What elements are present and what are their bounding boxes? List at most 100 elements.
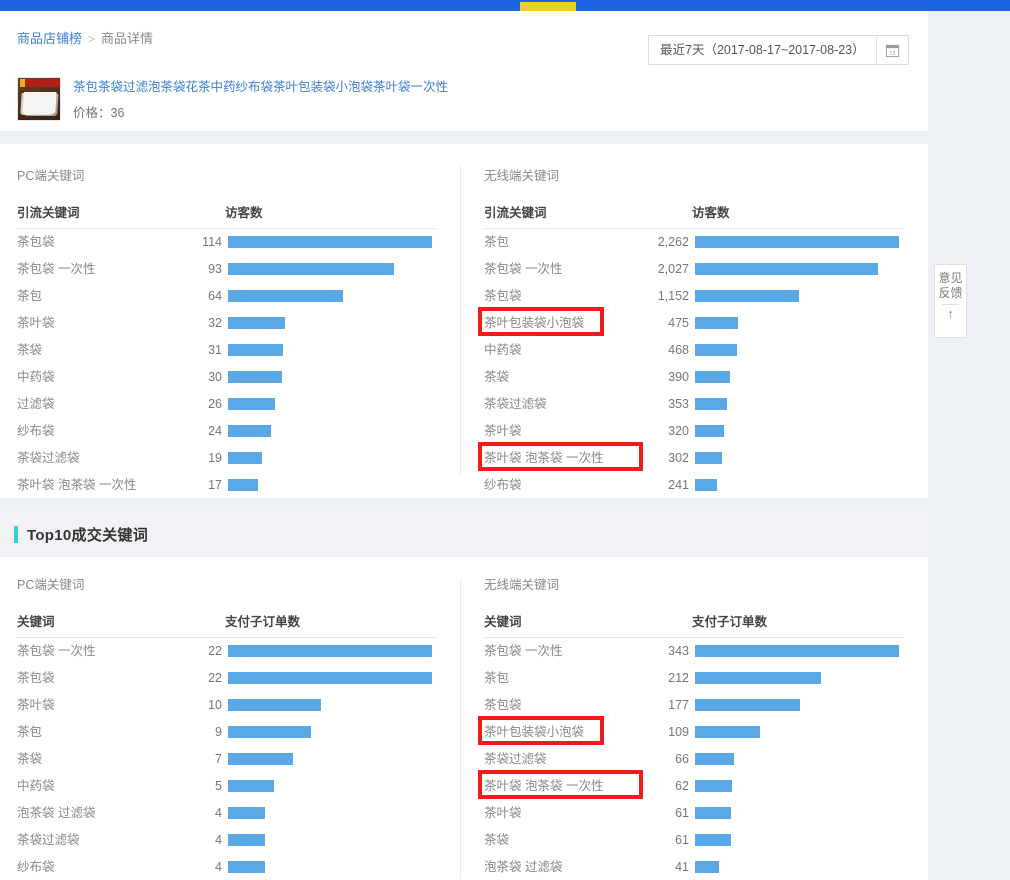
wireless-traffic-keywords-column: 无线端关键词 引流关键词 访客数 茶包 2,262 茶包袋 一次性 2,027 茶包袋 1…: [478, 168, 904, 499]
bar-track: [228, 236, 432, 248]
column-caption: PC端关键词: [17, 578, 85, 592]
value-bar: [228, 807, 266, 819]
value-bar: [695, 807, 732, 819]
bar-track: [228, 371, 432, 383]
keyword-value: 22: [208, 644, 222, 658]
header-metric: 访客数: [225, 206, 263, 220]
keyword-row[interactable]: 纱布袋 241: [484, 472, 904, 499]
bar-track: [695, 807, 899, 819]
keyword-row[interactable]: 茶包袋 114: [17, 229, 437, 256]
keyword-row[interactable]: 茶袋 31: [17, 337, 437, 364]
keyword-row[interactable]: 中药袋 30: [17, 364, 437, 391]
keyword-row[interactable]: 茶叶袋 10: [17, 692, 437, 719]
feedback-label-line2: 反馈: [938, 286, 963, 300]
value-bar: [228, 452, 262, 464]
traffic-keywords-panel: PC端关键词 引流关键词 访客数 茶包袋 114 茶包袋 一次性 93 茶包 64 茶叶袋 3…: [0, 144, 928, 498]
keyword-label: 茶包: [17, 725, 43, 739]
keyword-row[interactable]: 茶包 2,262: [484, 229, 904, 256]
bar-track: [228, 780, 432, 792]
keyword-row[interactable]: 茶叶袋 61: [484, 800, 904, 827]
keyword-value: 19: [208, 451, 222, 465]
keyword-row[interactable]: 茶包 212: [484, 665, 904, 692]
column-caption: 无线端关键词: [484, 578, 560, 592]
keyword-row[interactable]: 茶包 9: [17, 719, 437, 746]
bar-track: [695, 371, 899, 383]
keyword-row[interactable]: 中药袋 5: [17, 773, 437, 800]
keyword-row[interactable]: 茶包袋 一次性 22: [17, 638, 437, 665]
keyword-row[interactable]: 茶包袋 1,152: [484, 283, 904, 310]
header-metric: 支付子订单数: [692, 615, 768, 629]
keyword-label: 茶叶袋: [484, 806, 522, 820]
value-bar: [228, 672, 432, 684]
keyword-row[interactable]: 茶包袋 一次性 343: [484, 638, 904, 665]
keyword-value: 475: [668, 316, 689, 330]
bar-track: [228, 290, 432, 302]
highlight-box: [478, 442, 643, 471]
bar-track: [695, 699, 899, 711]
bar-track: [228, 726, 432, 738]
keyword-row[interactable]: 茶叶袋 320: [484, 418, 904, 445]
product-title-link[interactable]: 茶包茶袋过滤泡茶袋花茶中药纱布袋茶叶包装袋小泡袋茶叶袋一次性: [73, 80, 449, 94]
keyword-row[interactable]: 茶包袋 177: [484, 692, 904, 719]
keyword-row[interactable]: 茶袋过滤袋 353: [484, 391, 904, 418]
keyword-row[interactable]: 茶袋 7: [17, 746, 437, 773]
keyword-row[interactable]: 茶袋过滤袋 4: [17, 827, 437, 854]
keyword-row[interactable]: 中药袋 468: [484, 337, 904, 364]
bar-track: [695, 753, 899, 765]
section-accent-bar: [14, 525, 18, 543]
keyword-row[interactable]: 茶包袋 一次性 93: [17, 256, 437, 283]
arrow-up-icon[interactable]: ↑: [942, 304, 959, 320]
value-bar: [228, 263, 395, 275]
date-range-picker[interactable]: 最近7天（2017-08-17~2017-08-23） 15: [648, 35, 909, 65]
keyword-value: 66: [675, 752, 689, 766]
bar-track: [695, 726, 899, 738]
value-bar: [695, 344, 738, 356]
feedback-widget[interactable]: 意见 反馈 ↑: [934, 264, 967, 338]
value-bar: [695, 834, 732, 846]
keyword-row[interactable]: 茶包 64: [17, 283, 437, 310]
keyword-row[interactable]: 茶叶袋 32: [17, 310, 437, 337]
keyword-row[interactable]: 茶叶袋 泡茶袋 一次性 302: [478, 442, 904, 472]
table-header: 引流关键词 访客数: [17, 202, 437, 229]
keyword-row[interactable]: 茶叶包装袋小泡袋 109: [478, 716, 904, 746]
keyword-value: 353: [668, 397, 689, 411]
highlight-box: [478, 307, 604, 336]
keyword-row[interactable]: 泡茶袋 过滤袋 41: [484, 854, 904, 880]
bar-track: [695, 263, 899, 275]
keyword-row[interactable]: 茶叶袋 泡茶袋 一次性 17: [17, 472, 437, 499]
keyword-row[interactable]: 泡茶袋 过滤袋 4: [17, 800, 437, 827]
keyword-row[interactable]: 茶袋 61: [484, 827, 904, 854]
keyword-value: 4: [215, 860, 222, 874]
keyword-row[interactable]: 茶袋过滤袋 66: [484, 746, 904, 773]
value-bar: [695, 861, 720, 873]
keyword-value: 109: [668, 725, 689, 739]
keyword-value: 93: [208, 262, 222, 276]
keyword-label: 茶包袋: [484, 289, 522, 303]
keyword-row[interactable]: 茶袋 390: [484, 364, 904, 391]
calendar-button[interactable]: 15: [875, 36, 908, 64]
breadcrumb-parent-link[interactable]: 商品店铺榜: [17, 31, 83, 46]
value-bar: [228, 726, 312, 738]
value-bar: [228, 861, 266, 873]
keyword-value: 41: [675, 860, 689, 874]
top10-section-title-bar: Top10成交关键词: [0, 511, 928, 557]
bar-track: [228, 398, 432, 410]
keyword-row[interactable]: 茶包袋 22: [17, 665, 437, 692]
product-thumbnail[interactable]: [17, 77, 61, 121]
keyword-row[interactable]: 茶包袋 一次性 2,027: [484, 256, 904, 283]
keyword-row[interactable]: 茶叶包装袋小泡袋 475: [478, 307, 904, 337]
keyword-value: 64: [208, 289, 222, 303]
value-bar: [695, 425, 724, 437]
keyword-row[interactable]: 纱布袋 24: [17, 418, 437, 445]
keyword-row[interactable]: 茶袋过滤袋 19: [17, 445, 437, 472]
keyword-value: 31: [208, 343, 222, 357]
keyword-label: 茶袋: [17, 752, 43, 766]
keyword-row[interactable]: 茶叶袋 泡茶袋 一次性 62: [478, 770, 904, 800]
keyword-row[interactable]: 过滤袋 26: [17, 391, 437, 418]
highlight-box: [478, 770, 643, 799]
date-range-value[interactable]: 最近7天（2017-08-17~2017-08-23）: [660, 43, 865, 57]
keyword-row[interactable]: 纱布袋 4: [17, 854, 437, 880]
keyword-label: 茶包袋 一次性: [484, 644, 563, 658]
breadcrumb: 商品店铺榜 > 商品详情: [17, 31, 153, 47]
bar-track: [228, 807, 432, 819]
